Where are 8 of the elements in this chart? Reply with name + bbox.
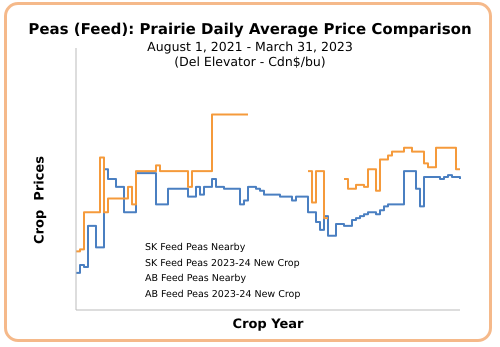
chart-subtitle: August 1, 2021 - March 31, 2023 (Del Elevator - Cdn$/bu) [146,39,354,69]
annotation: SK Feed Peas Nearby [145,241,246,255]
annotation: SK Feed Peas 2023-24 New Crop [145,256,300,270]
annotation: AB Feed Peas Nearby [145,272,248,286]
chart-title: Peas (Feed): Prairie Daily Average Price Comparison [27,20,473,38]
x-axis-title: Crop Year [232,317,304,332]
annotation: AB Feed Peas 2023-24 New Crop [145,288,300,302]
y-axis-title: Crop Prices [32,156,48,244]
